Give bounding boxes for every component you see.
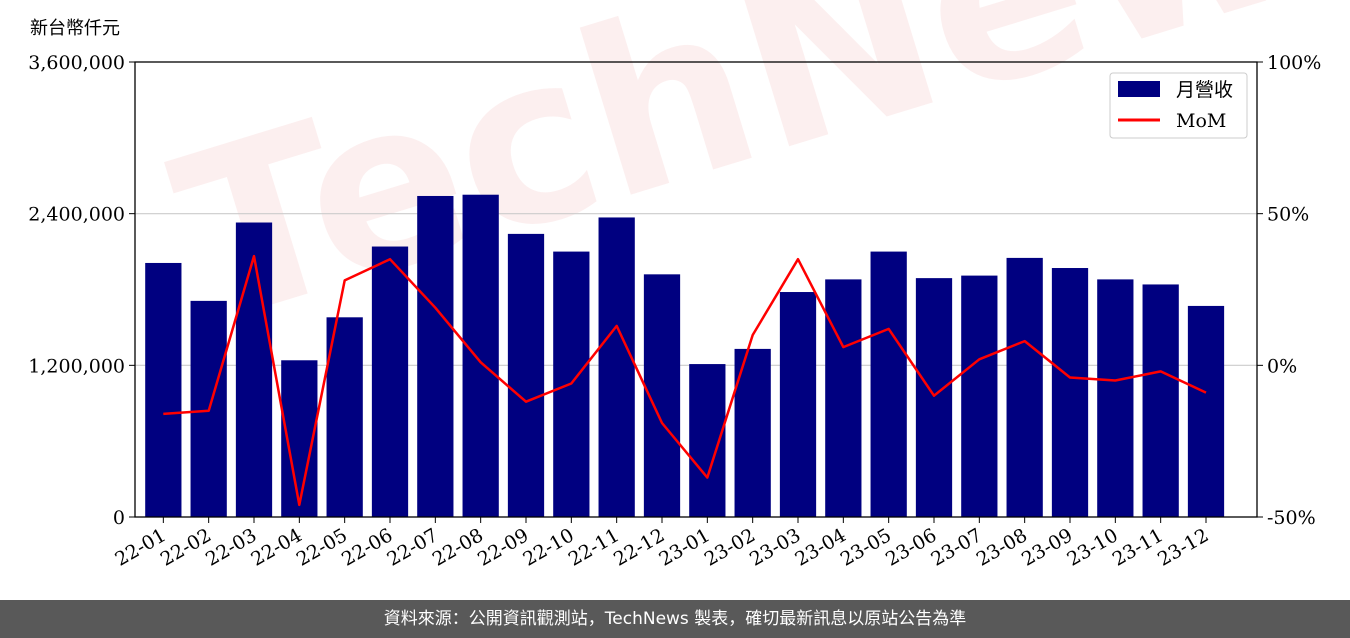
x-tick-label-23-03: 23-03: [746, 524, 804, 570]
bar-22-07: [417, 195, 454, 517]
x-tick-label-23-09: 23-09: [1018, 524, 1076, 570]
bar-22-06: [371, 246, 409, 517]
gridlines: [135, 213, 1257, 366]
legend-swatch-bar: [1118, 81, 1160, 97]
x-tick-label-22-05: 22-05: [293, 524, 351, 570]
bar-23-07: [961, 275, 998, 517]
x-tick-label-23-06: 23-06: [882, 524, 940, 570]
mom-line-series: [163, 254, 1207, 507]
x-tick-label-23-08: 23-08: [973, 524, 1031, 570]
bar-23-05: [870, 251, 907, 518]
left-tick-label: 0: [113, 507, 125, 529]
left-tick-label: 3,600,000: [28, 52, 125, 74]
bar-series: [145, 194, 1225, 518]
bar-22-01: [145, 262, 182, 517]
x-tick-label-22-09: 22-09: [474, 524, 532, 570]
x-tick-label-23-01: 23-01: [655, 524, 713, 570]
bar-23-04: [825, 279, 862, 517]
bar-23-11: [1142, 284, 1179, 517]
legend: 月營收 MoM: [1109, 72, 1248, 139]
x-tick-label-23-04: 23-04: [791, 524, 849, 570]
x-tick-label-22-12: 22-12: [610, 524, 668, 570]
x-tick-label-23-07: 23-07: [927, 524, 985, 570]
x-tick-label-22-06: 22-06: [338, 524, 396, 570]
y-axis-unit-label: 新台幣仟元: [30, 18, 120, 39]
bar-23-08: [1006, 257, 1043, 517]
right-tick-label: -50%: [1267, 507, 1316, 529]
bar-22-08: [462, 194, 499, 518]
bar-22-03: [235, 222, 273, 517]
x-tick-label-22-10: 22-10: [519, 524, 577, 570]
legend-label-line: MoM: [1176, 110, 1226, 132]
footer-source-note: 資料來源：公開資訊觀測站，TechNews 製表，確切最新訊息以原站公告為準: [0, 600, 1350, 638]
bar-22-05: [326, 317, 363, 517]
x-tick-label-22-07: 22-07: [383, 524, 441, 570]
legend-label-bar: 月營收: [1176, 79, 1233, 101]
x-tick-label-23-12: 23-12: [1154, 524, 1212, 570]
x-tick-label-22-08: 22-08: [429, 524, 487, 570]
x-tick-label-22-02: 22-02: [157, 524, 215, 570]
bar-23-09: [1051, 268, 1089, 517]
x-tick-label-22-11: 22-11: [565, 524, 623, 570]
bar-22-11: [598, 217, 635, 518]
x-tick-label-23-11: 23-11: [1109, 524, 1167, 570]
x-tick-label-23-10: 23-10: [1063, 524, 1121, 570]
bar-23-10: [1097, 279, 1134, 517]
x-tick-label-23-02: 23-02: [701, 524, 759, 570]
plot-frame: [134, 61, 1258, 518]
bar-23-03: [779, 292, 817, 517]
x-tick-label-22-04: 22-04: [247, 524, 305, 570]
bar-23-06: [915, 278, 953, 517]
left-tick-label: 1,200,000: [28, 355, 125, 377]
mom-line: [163, 254, 1207, 507]
right-tick-label: 50%: [1267, 204, 1309, 226]
x-tick-label-23-05: 23-05: [837, 524, 895, 570]
x-tick-label-22-01: 22-01: [111, 524, 169, 570]
right-tick-label: 0%: [1267, 355, 1297, 377]
right-tick-label: 100%: [1267, 52, 1321, 74]
bar-22-09: [507, 233, 545, 517]
x-tick-label-22-03: 22-03: [202, 524, 260, 570]
chart: 0 1,200,000 2,400,000 3,600,000 -50% 0% 50% 100…: [28, 52, 1321, 571]
left-tick-label: 2,400,000: [28, 204, 125, 226]
bar-23-12: [1187, 305, 1225, 517]
